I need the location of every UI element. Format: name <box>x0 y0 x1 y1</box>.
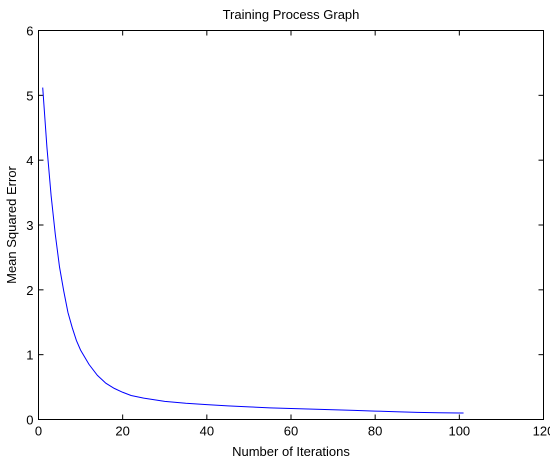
chart-title: Training Process Graph <box>223 7 360 22</box>
y-tick-label: 2 <box>26 283 33 298</box>
x-tick-label: 60 <box>284 424 298 439</box>
x-tick-label: 40 <box>200 424 214 439</box>
plot-frame <box>38 30 544 420</box>
x-tick-label: 100 <box>448 424 470 439</box>
y-tick-label: 1 <box>26 348 33 363</box>
x-tick-label: 80 <box>368 424 382 439</box>
y-tick-label: 4 <box>26 153 33 168</box>
tick-labels: 0 20 40 60 80 100 120 0 1 2 3 4 5 6 <box>26 24 550 439</box>
x-tick-label: 20 <box>115 424 129 439</box>
axis-ticks <box>38 30 544 420</box>
y-axis-label: Mean Squared Error <box>4 165 19 283</box>
series-line <box>42 87 464 414</box>
x-tick-label: 0 <box>35 424 42 439</box>
x-tick-label: 120 <box>533 424 550 439</box>
y-tick-label: 5 <box>26 88 33 103</box>
y-tick-label: 6 <box>26 24 33 39</box>
y-tick-label: 3 <box>26 218 33 233</box>
x-axis-label: Number of Iterations <box>232 444 350 459</box>
y-tick-label: 0 <box>26 413 33 428</box>
